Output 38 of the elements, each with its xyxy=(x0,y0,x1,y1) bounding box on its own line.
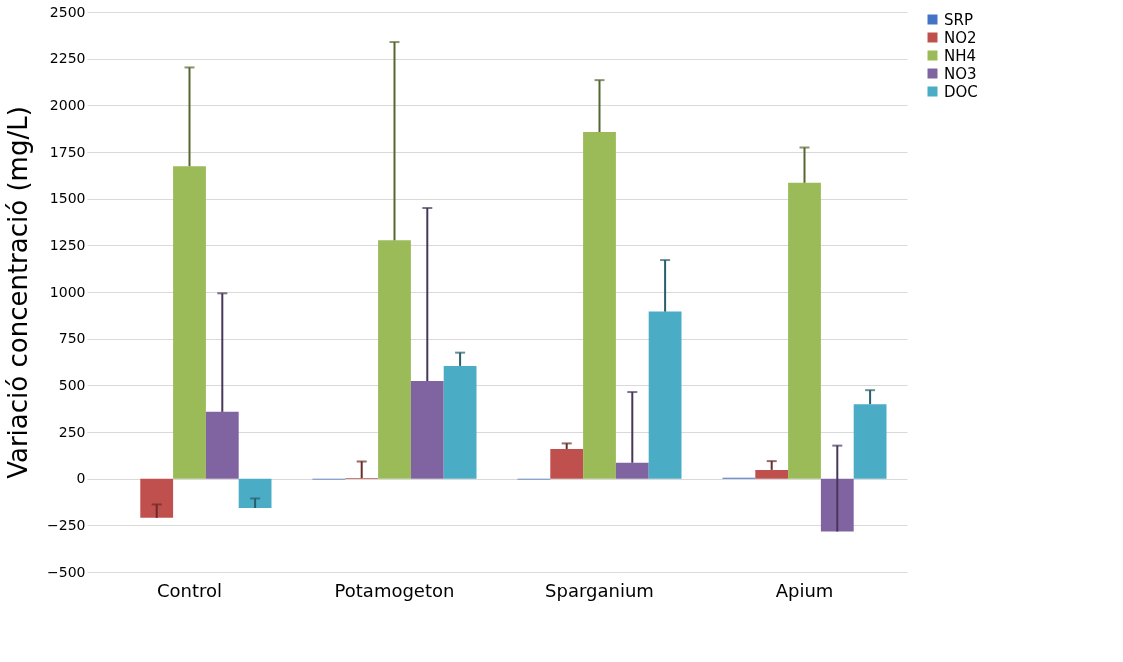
y-axis-title: Variació concentració (mg/L) xyxy=(3,106,34,479)
y-tick-label: 2500 xyxy=(49,3,86,20)
bar xyxy=(788,182,821,479)
bar xyxy=(140,478,174,518)
bar xyxy=(443,365,477,479)
legend-label: SRP xyxy=(944,10,973,29)
bar xyxy=(648,311,682,479)
y-tick-label: 1250 xyxy=(49,236,86,253)
legend-label: NH4 xyxy=(944,46,977,65)
y-tick-label: −500 xyxy=(47,563,86,580)
bar xyxy=(820,478,854,532)
bar xyxy=(378,240,411,479)
bar xyxy=(853,404,887,479)
y-tick-label: 1000 xyxy=(49,283,86,300)
bar xyxy=(615,462,649,479)
y-tick-label: 750 xyxy=(58,330,86,347)
bar xyxy=(238,478,272,508)
y-tick-label: 0 xyxy=(76,470,86,487)
y-tick-label: −250 xyxy=(47,516,86,533)
bar xyxy=(755,469,789,479)
y-tick-label: 500 xyxy=(58,376,86,393)
bar xyxy=(550,448,584,479)
x-tick-label: Control xyxy=(156,579,223,601)
y-tick-label: 1750 xyxy=(49,143,86,160)
bar xyxy=(205,411,239,479)
y-tick-label: 2250 xyxy=(49,50,86,67)
x-tick-label: Sparganium xyxy=(545,579,654,601)
y-tick-label: 1500 xyxy=(49,190,86,207)
y-tick-label: 2000 xyxy=(49,96,86,113)
y-tick-label: 250 xyxy=(58,423,86,440)
bar xyxy=(410,381,444,479)
bar xyxy=(173,166,206,479)
bar xyxy=(583,132,616,479)
x-tick-label: Potamogeton xyxy=(334,579,455,601)
legend-label: DOC xyxy=(944,82,978,101)
legend-label: NO2 xyxy=(944,28,977,47)
x-tick-label: Apium xyxy=(775,579,834,601)
legend-label: NO3 xyxy=(944,64,977,83)
